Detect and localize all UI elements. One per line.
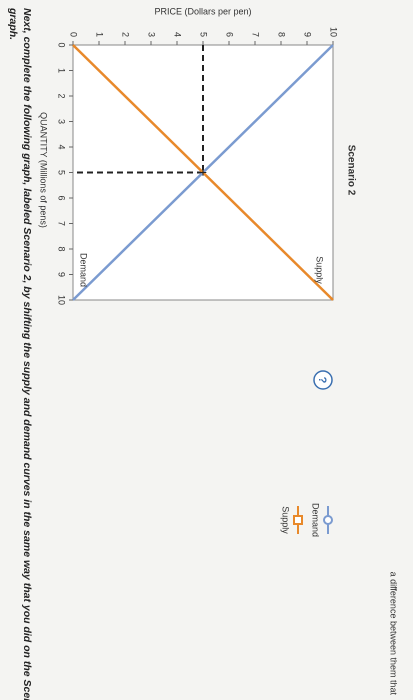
legend-marker	[293, 515, 303, 525]
curve	[72, 44, 334, 301]
y-tick-label: 10	[329, 27, 339, 37]
legend-label: Demand	[311, 503, 321, 537]
equilibrium-marker: +	[195, 168, 211, 176]
y-tick-label: 8	[277, 32, 287, 37]
x-tick-label: 7	[57, 221, 67, 226]
y-tick-label: 3	[147, 32, 157, 37]
y-tick-label: 2	[121, 32, 131, 37]
x-tick-label: 1	[57, 68, 67, 73]
y-tick-label: 7	[251, 32, 261, 37]
y-tick-label: 1	[95, 32, 105, 37]
x-axis-label: QUANTITY (Millions of pens)	[39, 112, 49, 228]
x-tick-label: 9	[57, 272, 67, 277]
y-tick-label: 4	[173, 32, 183, 37]
help-button[interactable]	[313, 370, 333, 390]
instruction: graph.	[7, 7, 19, 40]
legend-label: Supply	[281, 506, 291, 534]
x-tick-label: 5	[57, 170, 67, 175]
chart-title: Scenario 2	[345, 145, 356, 196]
x-tick-label: 10	[57, 295, 67, 305]
footer-text: a difference between them that	[389, 572, 399, 696]
curve-label: Supply	[315, 256, 325, 284]
instruction: Next, complete the following graph, labe…	[21, 8, 33, 700]
y-tick-label: 6	[225, 32, 235, 37]
y-tick-label: 0	[69, 32, 79, 37]
y-tick-label: 5	[199, 32, 209, 37]
y-axis-label: PRICE (Dollars per pen)	[154, 6, 251, 16]
legend-marker	[323, 515, 333, 525]
x-tick-label: 6	[57, 195, 67, 200]
help-button-label[interactable]: ?	[316, 377, 328, 384]
y-tick-label: 9	[303, 32, 313, 37]
curve-label: Demand	[79, 253, 89, 287]
x-tick-label: 4	[57, 144, 67, 149]
x-tick-label: 8	[57, 246, 67, 251]
x-tick-label: 3	[57, 119, 67, 124]
x-tick-label: 0	[57, 42, 67, 47]
x-tick-label: 2	[57, 93, 67, 98]
